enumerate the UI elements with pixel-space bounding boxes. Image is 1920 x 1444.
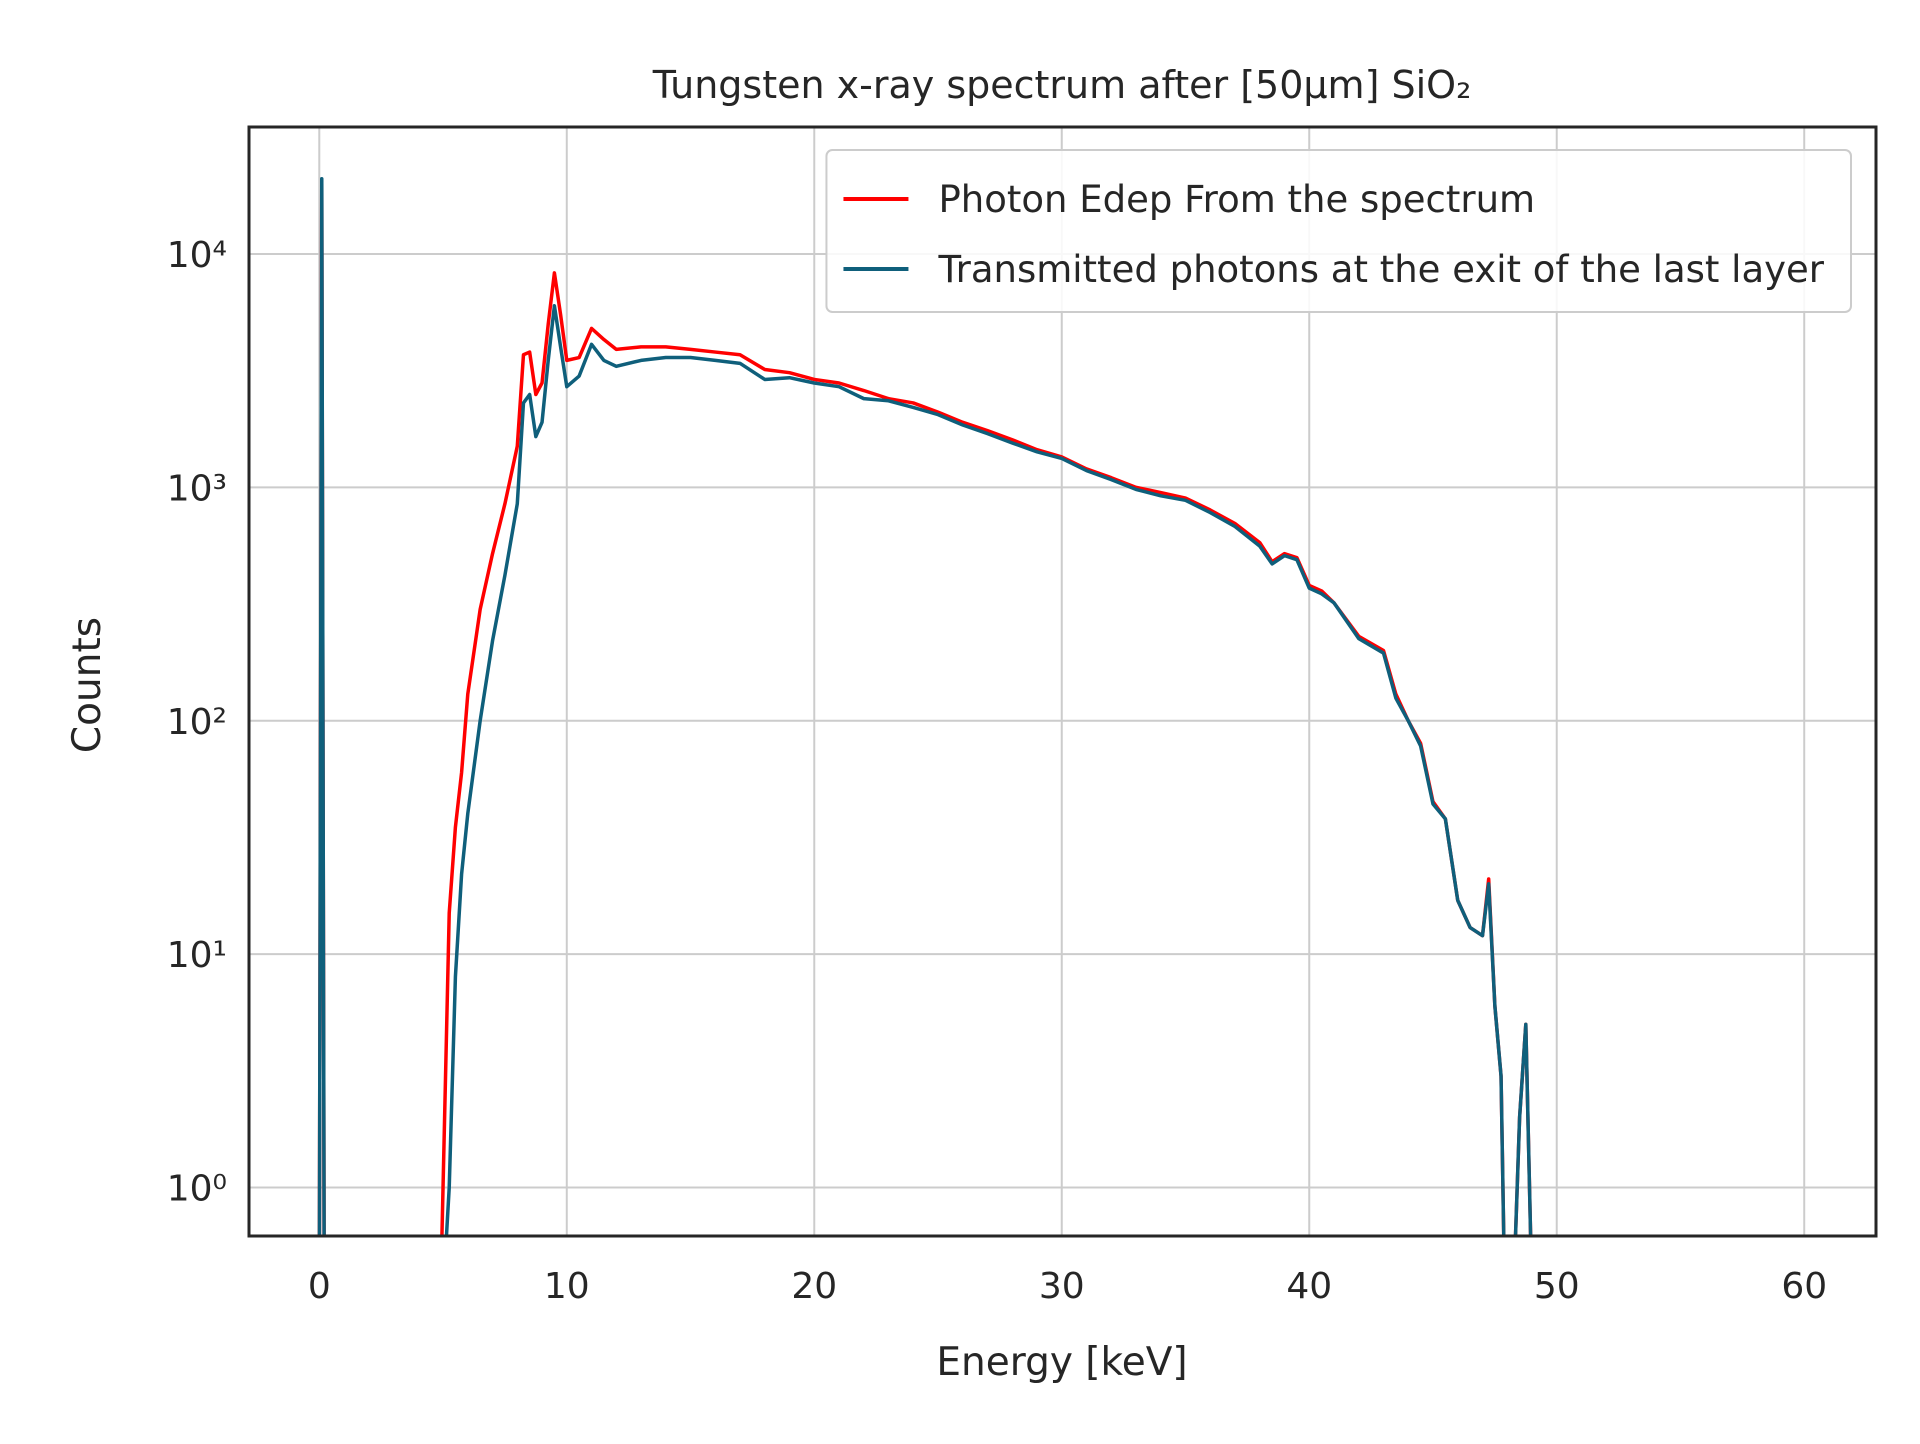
y-tick-label: 10²: [167, 702, 227, 743]
plot-area: [317, 177, 1533, 1236]
x-tick-label: 10: [544, 1266, 590, 1307]
chart-title: Tungsten x-ray spectrum after [50μm] SiO…: [652, 63, 1472, 107]
x-tick-label: 60: [1781, 1266, 1827, 1307]
legend-label: Transmitted photons at the exit of the l…: [937, 248, 1824, 291]
x-tick-label: 0: [308, 1266, 331, 1307]
y-tick-label: 10³: [167, 468, 227, 509]
legend-box: [825, 149, 1852, 313]
x-axis-label: Energy [keV]: [936, 1340, 1187, 1385]
y-tick-label: 10⁰: [167, 1169, 227, 1210]
x-tick-label: 40: [1286, 1266, 1332, 1307]
y-tick-label: 10¹: [167, 935, 227, 976]
series-line: [317, 181, 1533, 1236]
series-line: [317, 177, 1533, 1236]
y-tick-label: 10⁴: [167, 235, 227, 276]
x-tick-label: 30: [1039, 1266, 1085, 1307]
y-axis-label: Counts: [65, 617, 110, 753]
legend-label: Photon Edep From the spectrum: [938, 178, 1535, 221]
x-tick-label: 20: [791, 1266, 837, 1307]
plot-frame: [247, 125, 1878, 1238]
legend: Photon Edep From the spectrum Transmitted…: [825, 149, 1852, 313]
x-tick-label: 50: [1534, 1266, 1580, 1307]
